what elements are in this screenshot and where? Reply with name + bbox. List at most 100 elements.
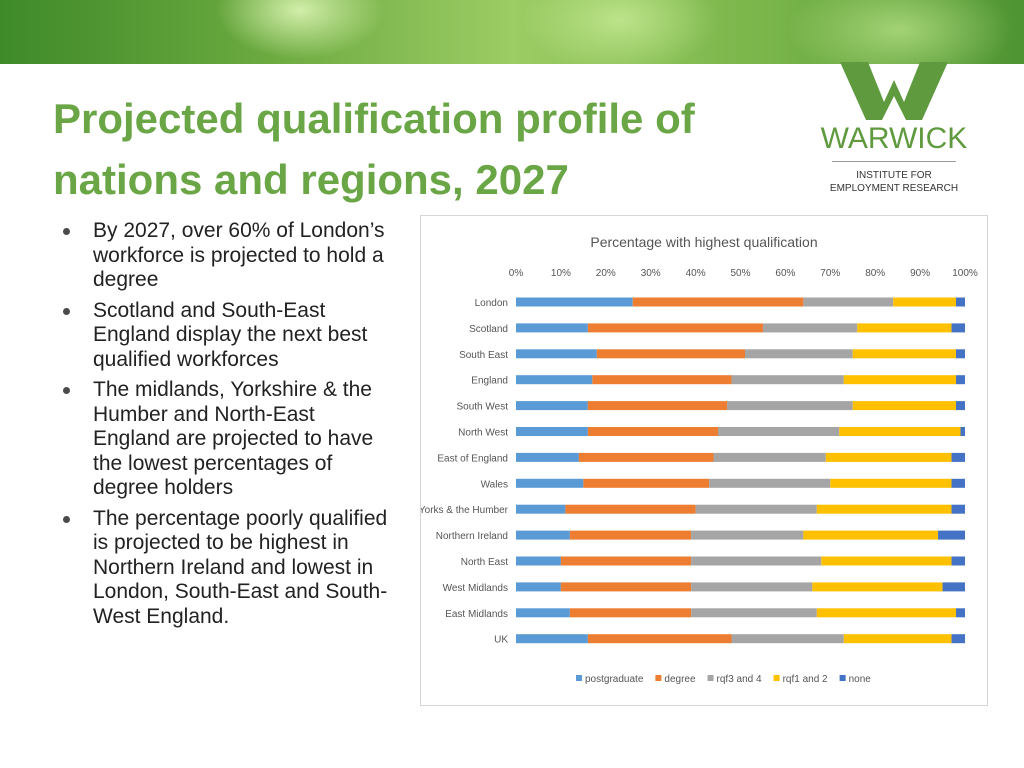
logo-divider: [832, 161, 956, 162]
legend-label: rqf1 and 2: [783, 674, 828, 685]
x-tick-label: 90%: [910, 268, 930, 279]
legend-swatch: [655, 675, 662, 681]
legend-label: none: [849, 674, 872, 685]
y-category-label: East Midlands: [445, 609, 508, 620]
legend-label: postgraduate: [585, 674, 644, 685]
bar-segment-rqf1-and-2: [852, 349, 957, 359]
bullet-item: The midlands, Yorkshire & the Humber and…: [58, 378, 388, 501]
bullet-text: By 2027, over 60% of London’s workforce …: [93, 219, 385, 291]
legend-label: degree: [664, 674, 696, 685]
bar-segment-degree: [587, 427, 719, 436]
bullet-dot-icon: [63, 307, 70, 315]
bar-segment-none: [951, 323, 965, 333]
bar-segment-degree: [560, 582, 692, 592]
bar-segment-none: [956, 608, 965, 618]
title-line-1: Projected qualification profile of: [53, 95, 695, 142]
chart-title: Percentage with highest qualification: [590, 234, 817, 250]
bar-segment-rqf1-and-2: [816, 608, 957, 618]
bar-segment-rqf3-and-4: [727, 401, 853, 411]
bar-segment-postgraduate: [516, 401, 588, 411]
bar-segment-none: [951, 452, 965, 462]
bar-segment-postgraduate: [516, 478, 584, 488]
page-title: Projected qualification profile of natio…: [53, 88, 783, 210]
bar-segment-postgraduate: [516, 634, 588, 644]
y-category-label: Scotland: [469, 324, 508, 335]
logo-subtitle: INSTITUTE FOR EMPLOYMENT RESEARCH: [810, 169, 978, 195]
bar-segment-none: [956, 375, 965, 385]
bar-segment-rqf3-and-4: [762, 323, 858, 333]
y-category-label: Wales: [481, 479, 508, 490]
bar-segment-postgraduate: [516, 582, 561, 592]
bar-segment-rqf1-and-2: [816, 504, 952, 514]
y-category-label: London: [475, 298, 508, 309]
bar-segment-rqf1-and-2: [843, 375, 957, 385]
x-tick-label: 40%: [686, 268, 706, 279]
bar-segment-rqf3-and-4: [691, 608, 817, 618]
bullet-dot-icon: [63, 515, 70, 523]
bar-segment-degree: [560, 556, 692, 566]
bar-segment-rqf1-and-2: [893, 297, 957, 307]
logo-wordmark: WARWICK: [820, 122, 968, 155]
stacked-bar-chart: Percentage with highest qualification 0% 1…: [421, 234, 978, 685]
bar-segment-degree: [587, 401, 728, 411]
bar-segment-postgraduate: [516, 556, 561, 566]
y-category-label: South East: [459, 350, 508, 361]
legend-swatch: [839, 675, 846, 681]
bar-segment-postgraduate: [516, 608, 570, 618]
bar-segment-degree: [596, 349, 745, 359]
x-tick-label: 80%: [865, 268, 885, 279]
bullet-item: Scotland and South-East England display …: [58, 299, 388, 373]
bar-segment-none: [951, 478, 965, 488]
bar-segment-degree: [587, 634, 732, 644]
x-tick-label: 70%: [820, 268, 840, 279]
bar-segment-rqf3-and-4: [691, 530, 804, 540]
bullet-list: By 2027, over 60% of London’s workforce …: [58, 219, 388, 635]
bullet-dot-icon: [63, 228, 70, 235]
warwick-logo: WARWICK INSTITUTE FOR EMPLOYMENT RESEARC…: [810, 62, 978, 202]
bar-segment-degree: [578, 452, 714, 462]
bar-segment-rqf3-and-4: [713, 452, 826, 462]
legend-label: rqf3 and 4: [717, 674, 762, 685]
bar-segment-rqf3-and-4: [731, 375, 844, 385]
header-banner: [0, 0, 1024, 64]
bar-segment-degree: [592, 375, 732, 385]
bar-segment-rqf1-and-2: [812, 582, 943, 592]
bar-segment-rqf3-and-4: [691, 556, 822, 566]
bar-segment-rqf3-and-4: [744, 349, 853, 359]
y-category-label: East of England: [437, 453, 508, 464]
x-tick-label: 100%: [952, 268, 978, 279]
bar-segment-rqf3-and-4: [803, 297, 894, 307]
bullet-item: By 2027, over 60% of London’s workforce …: [58, 219, 388, 293]
bar-segment-postgraduate: [516, 323, 588, 333]
logo-subtitle-line-2: EMPLOYMENT RESEARCH: [829, 183, 959, 194]
bar-segment-postgraduate: [516, 297, 633, 307]
bar-segment-degree: [569, 530, 692, 540]
y-category-label: England: [471, 376, 508, 387]
bar-segment-postgraduate: [516, 427, 588, 436]
x-tick-label: 0%: [509, 268, 524, 279]
title-line-2: nations and regions, 2027: [53, 156, 569, 203]
bar-segment-none: [960, 427, 965, 436]
bar-segment-postgraduate: [516, 349, 597, 359]
bar-segment-none: [951, 556, 965, 566]
y-category-label: North West: [458, 428, 508, 439]
bar-segment-rqf3-and-4: [691, 582, 813, 592]
bar-segment-none: [938, 530, 965, 540]
bar-segment-none: [951, 504, 965, 514]
chart-container: Percentage with highest qualification 0% 1…: [420, 215, 988, 706]
bar-segment-postgraduate: [516, 504, 566, 514]
bar-segment-rqf1-and-2: [825, 452, 952, 462]
bullet-text: The percentage poorly qualified is proje…: [93, 506, 388, 628]
bar-segment-postgraduate: [516, 375, 593, 385]
bar-segment-rqf1-and-2: [821, 556, 952, 566]
y-category-label: UK: [494, 635, 508, 646]
bar-segment-rqf1-and-2: [857, 323, 952, 333]
bar-segment-rqf1-and-2: [839, 427, 961, 436]
bullet-text: Scotland and South-East England display …: [93, 298, 368, 371]
legend-swatch: [773, 675, 780, 681]
x-tick-label: 30%: [641, 268, 661, 279]
bar-segment-rqf1-and-2: [803, 530, 939, 540]
bullet-item: The percentage poorly qualified is proje…: [58, 507, 388, 630]
x-tick-label: 10%: [551, 268, 571, 279]
bar-segment-postgraduate: [516, 530, 570, 540]
